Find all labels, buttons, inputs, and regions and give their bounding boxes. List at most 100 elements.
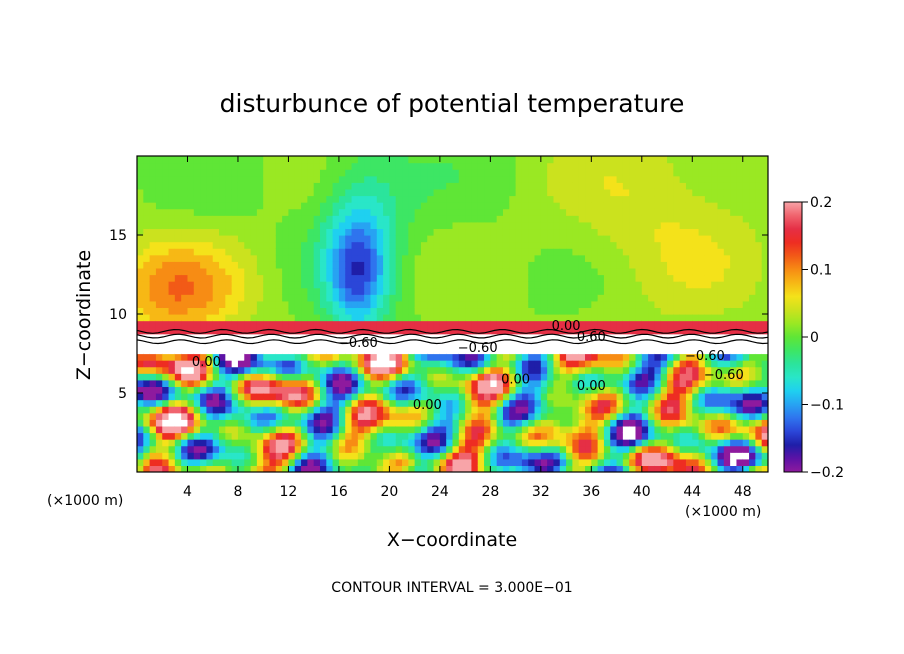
heatmap-cell: [433, 314, 441, 322]
heatmap-cell: [364, 379, 372, 388]
heatmap-cell: [395, 182, 403, 190]
heatmap-cell: [704, 379, 712, 388]
heatmap-cell: [414, 162, 422, 170]
heatmap-cell: [723, 162, 731, 170]
heatmap-cell: [357, 182, 365, 190]
heatmap-cell: [629, 406, 637, 414]
heatmap-cell: [622, 156, 630, 164]
heatmap-cell: [162, 162, 170, 170]
heatmap-cell: [357, 169, 365, 177]
heatmap-cell: [572, 458, 580, 467]
heatmap-cell: [509, 412, 517, 420]
heatmap-cell: [761, 452, 768, 460]
heatmap-cell: [597, 340, 605, 348]
heatmap-cell: [408, 399, 416, 407]
heatmap-cell: [559, 327, 567, 335]
heatmap-cell: [206, 366, 214, 374]
heatmap-cell: [288, 340, 296, 348]
heatmap-cell: [439, 267, 447, 276]
heatmap-cell: [685, 274, 693, 282]
x-tick-label: 40: [633, 484, 651, 500]
heatmap-cell: [225, 439, 233, 447]
heatmap-cell: [755, 314, 763, 322]
heatmap-cell: [509, 300, 517, 309]
heatmap-cell: [250, 406, 258, 414]
heatmap-cell: [730, 241, 738, 249]
heatmap-cell: [534, 175, 542, 183]
heatmap-cell: [313, 314, 321, 322]
heatmap-cell: [370, 175, 378, 183]
heatmap-cell: [471, 386, 479, 394]
heatmap-cell: [667, 175, 674, 183]
heatmap-cell: [458, 465, 466, 472]
heatmap-cell: [288, 439, 296, 447]
heatmap-cell: [742, 156, 750, 164]
heatmap-cell: [610, 340, 618, 348]
heatmap-cell: [143, 379, 151, 388]
heatmap-cell: [313, 182, 321, 190]
heatmap-cell: [244, 221, 252, 230]
heatmap-cell: [515, 373, 523, 381]
heatmap-cell: [174, 195, 182, 203]
heatmap-cell: [357, 346, 365, 355]
heatmap-cell: [237, 215, 245, 223]
heatmap-cell: [345, 294, 353, 302]
heatmap-cell: [389, 182, 397, 190]
heatmap-cell: [736, 465, 744, 472]
heatmap-cell: [275, 162, 283, 170]
heatmap-cell: [212, 162, 220, 170]
heatmap-cell: [250, 175, 258, 183]
heatmap-cell: [452, 452, 460, 460]
heatmap-cell: [402, 379, 409, 388]
heatmap-cell: [509, 393, 517, 401]
heatmap-cell: [383, 307, 390, 315]
heatmap-cell: [484, 366, 491, 374]
heatmap-cell: [717, 412, 725, 420]
heatmap-cell: [553, 333, 561, 341]
heatmap-cell: [162, 379, 170, 388]
heatmap-cell: [357, 307, 365, 315]
heatmap-cell: [591, 156, 599, 164]
heatmap-cell: [484, 412, 491, 420]
heatmap-cell: [420, 254, 428, 262]
heatmap-cell: [452, 399, 460, 407]
heatmap-cell: [673, 320, 681, 328]
heatmap-cell: [319, 248, 327, 256]
heatmap-cell: [364, 261, 372, 269]
heatmap-cell: [231, 439, 239, 447]
heatmap-cell: [547, 379, 555, 388]
heatmap-cell: [326, 314, 334, 322]
heatmap-cell: [174, 333, 182, 341]
heatmap-cell: [477, 320, 485, 328]
heatmap-cell: [408, 340, 416, 348]
heatmap-cell: [667, 261, 674, 269]
heatmap-cell: [490, 267, 498, 276]
heatmap-cell: [162, 314, 170, 322]
heatmap-cell: [237, 267, 245, 276]
heatmap-cell: [414, 452, 422, 460]
heatmap-cell: [572, 274, 580, 282]
heatmap-cell: [673, 248, 681, 256]
heatmap-cell: [288, 162, 296, 170]
heatmap-cell: [275, 156, 283, 164]
heatmap-cell: [685, 300, 693, 309]
heatmap-cell: [641, 393, 649, 401]
heatmap-cell: [641, 175, 649, 183]
heatmap-cell: [275, 175, 283, 183]
heatmap-cell: [660, 169, 668, 177]
heatmap-cell: [667, 465, 674, 472]
heatmap-cell: [282, 241, 290, 249]
heatmap-cell: [641, 346, 649, 355]
heatmap-cell: [704, 340, 712, 348]
heatmap-cell: [553, 195, 561, 203]
heatmap-cell: [635, 458, 643, 467]
heatmap-cell: [313, 208, 321, 216]
heatmap-cell: [730, 360, 738, 368]
heatmap-cell: [376, 386, 384, 394]
heatmap-cell: [301, 425, 308, 434]
heatmap-cell: [465, 221, 473, 230]
heatmap-cell: [484, 221, 491, 230]
heatmap-cell: [528, 307, 536, 315]
heatmap-cell: [389, 360, 397, 368]
heatmap-cell: [502, 248, 510, 256]
